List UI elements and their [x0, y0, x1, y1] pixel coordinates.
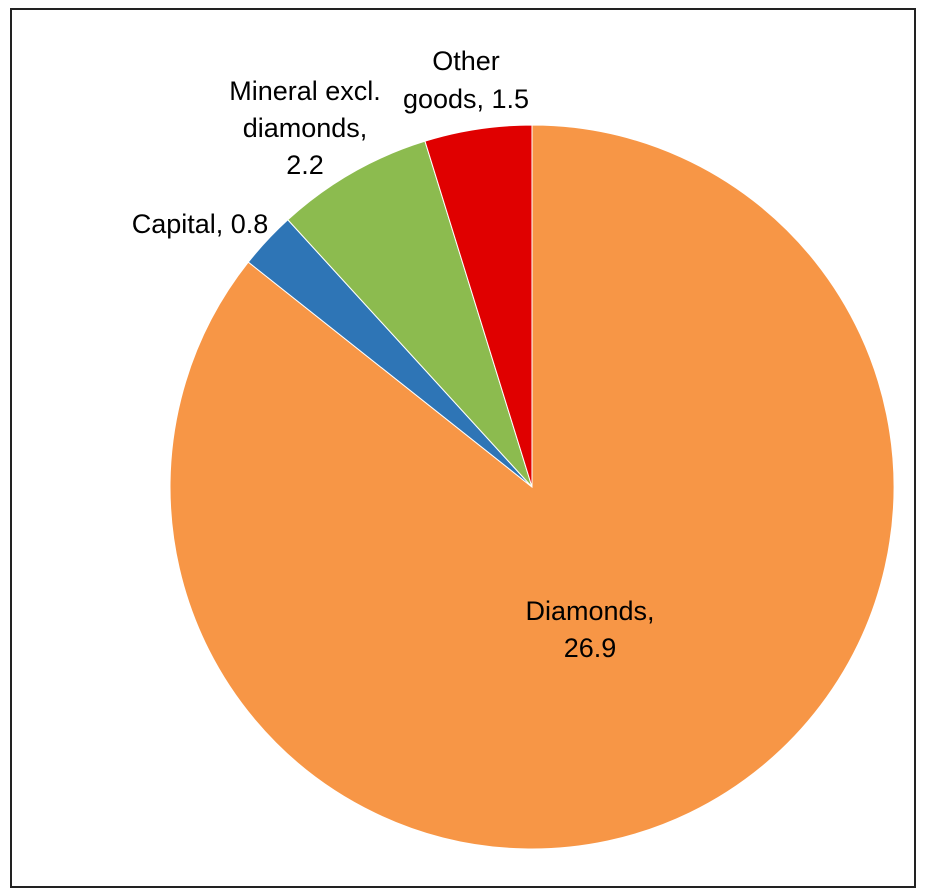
- slice-label-line: Capital, 0.8: [132, 209, 269, 239]
- slice-label-line: 26.9: [564, 633, 617, 663]
- slice-label-line: Mineral excl.: [229, 76, 381, 106]
- slice-label-capital: Capital, 0.8: [132, 209, 269, 239]
- slice-label-mineral: Mineral excl. diamonds, 2.2: [229, 76, 381, 180]
- slice-label-other-goods: Other goods, 1.5: [403, 46, 529, 114]
- slice-label-line: 2.2: [286, 150, 324, 180]
- slice-label-line: goods, 1.5: [403, 84, 529, 114]
- slice-label-line: Diamonds,: [525, 596, 654, 626]
- pie-slice-other-goods: [424, 124, 533, 488]
- slice-label-line: Other: [432, 46, 500, 76]
- pie-slice-mineral: [287, 140, 533, 488]
- slice-label-diamonds: Diamonds, 26.9: [525, 596, 654, 663]
- slice-label-line: diamonds,: [243, 113, 368, 143]
